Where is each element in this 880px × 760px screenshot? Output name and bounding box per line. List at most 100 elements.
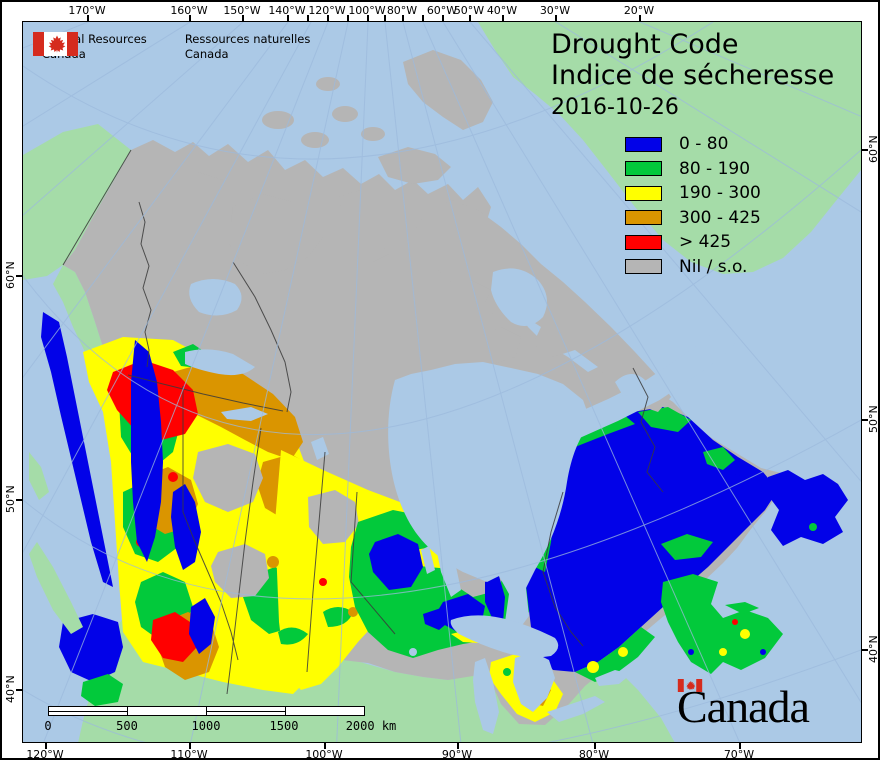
legend-swatch <box>625 234 662 250</box>
axis-tick <box>347 15 349 21</box>
axis-label: 150°W <box>223 4 261 17</box>
green-spot <box>809 523 817 531</box>
lake-athabasca <box>221 407 268 421</box>
scale-bar: 0 500 1000 1500 2000 km <box>44 706 396 738</box>
axis-tick <box>87 15 89 21</box>
ungava-bay <box>615 373 645 396</box>
axis-label: 120°W <box>26 748 64 760</box>
axis-tick <box>324 743 326 749</box>
legend-label: > 425 <box>679 232 732 252</box>
blue-spot <box>760 649 766 655</box>
axis-tick <box>639 15 641 21</box>
ellesmere-island <box>403 50 493 130</box>
axis-label: 50°W <box>453 4 485 17</box>
axis-label: 80°W <box>386 4 418 17</box>
axis-label: 100°W <box>348 4 386 17</box>
yellow-spot <box>719 648 727 656</box>
axis-label: 70°W <box>723 748 755 760</box>
region-qc-green <box>638 407 691 432</box>
axis-label: 40°N <box>867 635 880 663</box>
axis-label: 20°W <box>623 4 655 17</box>
legend-item: > 425 <box>625 232 761 252</box>
axis-tick <box>402 15 404 21</box>
lake-winnipeg <box>435 537 461 597</box>
axis-label: 50°N <box>4 485 17 513</box>
axis-tick <box>555 15 557 21</box>
region-coast-blue <box>41 312 113 587</box>
axis-tick <box>594 743 596 749</box>
alaska <box>23 124 131 280</box>
legend: 0 - 80 80 - 190 190 - 300 300 - 425 > 425 Nil… <box>625 134 761 281</box>
nil-patch <box>193 444 263 512</box>
orange-spot <box>348 607 358 617</box>
region-foothills-blue <box>171 484 201 570</box>
axis-label: 60°N <box>867 135 880 163</box>
legend-label: Nil / s.o. <box>679 256 748 277</box>
lake-michigan <box>473 658 499 734</box>
arctic-islet <box>332 106 358 122</box>
scale-segment <box>285 707 364 715</box>
red-spot <box>732 619 738 625</box>
axis-tick <box>16 499 22 501</box>
axis-tick <box>16 275 22 277</box>
arctic-islet <box>361 127 385 141</box>
axis-label: 170°W <box>68 4 106 17</box>
arctic-islet <box>262 111 294 129</box>
yellow-spot <box>587 661 599 673</box>
title-line1: Drought Code <box>551 29 739 60</box>
axis-tick <box>862 419 868 421</box>
nrcan-fr-line1: Ressources naturelles <box>184 32 311 46</box>
devon-island <box>378 147 451 184</box>
orange-spot <box>267 556 279 568</box>
region-south-bc-green <box>81 674 123 706</box>
map-title: Drought Code Indice de sécheresse 2016-1… <box>551 29 835 120</box>
region-lab-green <box>703 447 735 470</box>
axis-tick <box>16 689 22 691</box>
lake-of-the-woods <box>409 648 417 656</box>
region-bc-red <box>151 612 197 662</box>
legend-swatch <box>625 136 662 152</box>
scale-label: 1500 <box>269 719 299 733</box>
arctic-islet <box>316 77 340 91</box>
canada-wordmark: Canada <box>677 679 810 730</box>
axis-label: 120°W <box>308 4 346 17</box>
title-line2: Indice de sécheresse <box>551 59 835 91</box>
foxe-basin <box>491 268 547 326</box>
axis-tick <box>422 15 424 21</box>
scale-label: 500 <box>116 719 138 733</box>
legend-swatch <box>625 259 662 274</box>
axis-tick <box>242 15 244 21</box>
region-coast-blue <box>131 340 163 562</box>
green-spot <box>503 668 511 676</box>
legend-item: Nil / s.o. <box>625 257 761 277</box>
arctic-islet <box>301 132 329 148</box>
axis-label: 90°W <box>441 748 473 760</box>
axis-tick <box>367 15 369 21</box>
lake-ontario <box>595 670 631 686</box>
legend-item: 0 - 80 <box>625 134 761 154</box>
anticosti-island <box>709 474 751 488</box>
legend-swatch <box>625 161 662 176</box>
region-quebec-blue <box>521 407 778 672</box>
nrcan-fr: Ressources naturelles Canada <box>185 32 311 61</box>
axis-label: 40°W <box>486 4 518 17</box>
scale-bar-segments <box>48 706 365 716</box>
canada-flag-icon <box>33 32 78 56</box>
nrcan-fr-line2: Canada <box>184 46 229 61</box>
axis-tick <box>457 743 459 749</box>
axis-tick <box>189 15 191 21</box>
alaska-panhandle <box>53 265 109 372</box>
king-william-island <box>361 242 389 262</box>
axis-tick <box>45 743 47 749</box>
legend-item: 300 - 425 <box>625 208 761 228</box>
lake-erie <box>547 696 605 722</box>
great-bear-lake <box>189 279 242 316</box>
axis-tick <box>189 743 191 749</box>
boundary-lines <box>62 149 664 695</box>
axis-label: 80°W <box>578 748 610 760</box>
axis-label: 50°N <box>867 405 880 433</box>
axis-tick <box>384 15 386 21</box>
red-spot <box>319 578 327 586</box>
legend-swatch <box>625 185 662 201</box>
haida-gwaii <box>29 452 49 500</box>
